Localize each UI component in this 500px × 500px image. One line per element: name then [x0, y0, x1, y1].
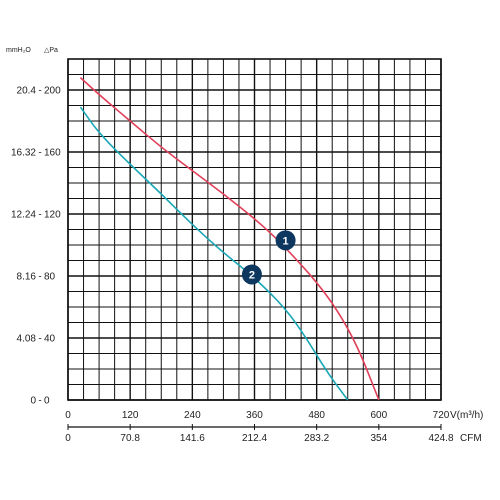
y-tick-mmh2o: 8.16 — [17, 272, 37, 283]
curves — [79, 77, 380, 401]
y-tick-separator: - — [38, 148, 41, 159]
y-tick-pa: 80 — [44, 272, 56, 283]
y-tick-mmh2o: 4.08 — [17, 334, 37, 345]
y-tick-pa: 0 — [44, 396, 50, 407]
y-tick-separator: - — [38, 272, 41, 283]
y-tick-pa: 120 — [44, 210, 61, 221]
y-tick-separator: - — [38, 86, 41, 97]
curve-marker-label-2: 2 — [249, 269, 255, 281]
y-tick-separator: - — [38, 210, 41, 221]
x-tick-m3h: 240 — [184, 410, 201, 421]
x-axis-labels: 0 0 120 70.8 240 141.6 360 212.4 480 283.2 600 354 7… — [65, 410, 483, 444]
x-tick-m3h: 120 — [122, 410, 139, 421]
plot-frame — [67, 58, 442, 401]
y-tick-separator: - — [38, 396, 41, 407]
x-tick-cfm: 0 — [65, 433, 71, 444]
curve-marker-1 — [275, 230, 296, 251]
x-tick-cfm: 70.8 — [120, 433, 140, 444]
x-tick-m3h: 0 — [65, 410, 71, 421]
y-tick-pa: 200 — [44, 86, 61, 97]
x-tick-m3h: 360 — [246, 410, 263, 421]
grid — [67, 58, 442, 401]
mmh2o-unit-label: mmH₂O — [6, 47, 31, 54]
x-tick-cfm: 354 — [370, 433, 387, 444]
y-axis-labels: 0-04.08-408.16-8012.24-12016.32-16020.4-… — [11, 86, 61, 407]
x-tick-cfm: 283.2 — [304, 433, 329, 444]
x-tick-m3h: 600 — [370, 410, 387, 421]
y-tick-mmh2o: 16.32 — [11, 148, 36, 159]
x-tick-cfm: 424.8 — [428, 433, 453, 444]
curve-marker-2 — [241, 264, 262, 285]
cfm-axis-unit: CFM — [460, 433, 482, 444]
y-tick-mmh2o: 12.24 — [11, 210, 36, 221]
y-tick-mmh2o: 0 — [30, 396, 36, 407]
curve-1 — [79, 77, 380, 401]
y-tick-pa: 160 — [44, 148, 61, 159]
x-axis-unit: V(m³/h) — [450, 410, 483, 421]
curve-2 — [79, 106, 349, 401]
markers: 12 — [241, 230, 296, 285]
x-tick-m3h: 480 — [308, 410, 325, 421]
curve-marker-label-1: 1 — [283, 235, 289, 247]
x-tick-m3h: 720 — [433, 410, 450, 421]
y-tick-separator: - — [38, 334, 41, 345]
pa-unit-label: △Pa — [44, 47, 58, 54]
y-tick-mmh2o: 20.4 — [17, 86, 37, 97]
x-tick-cfm: 212.4 — [242, 433, 267, 444]
x-tick-cfm: 141.6 — [180, 433, 205, 444]
y-tick-pa: 40 — [44, 334, 56, 345]
